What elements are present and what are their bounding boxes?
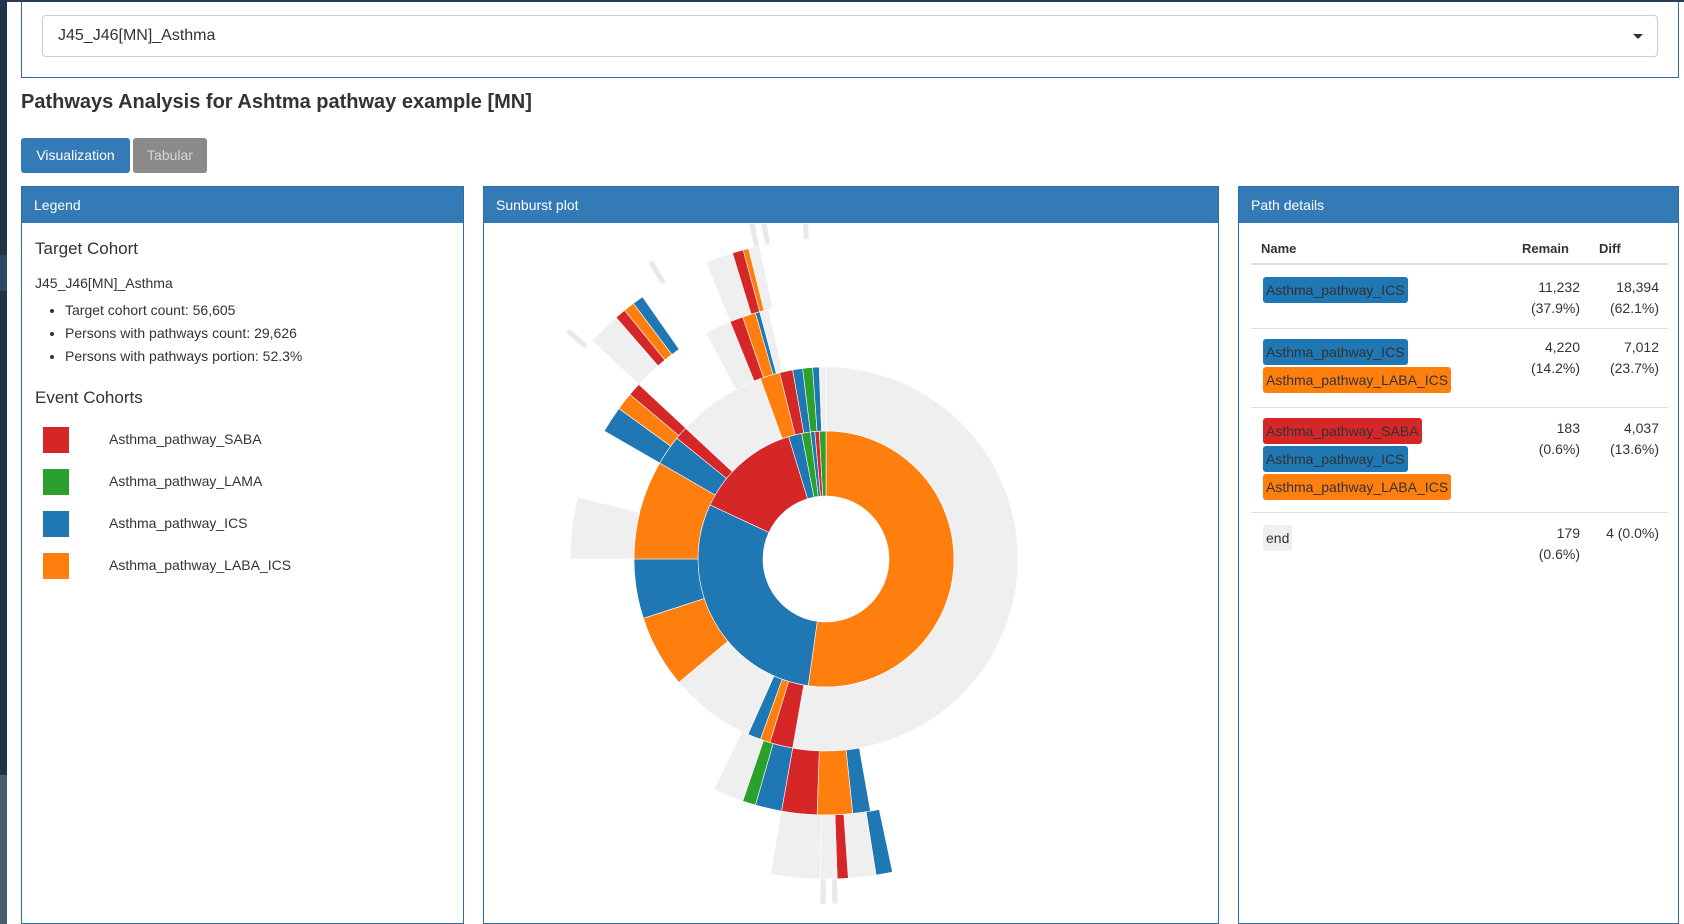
remain-count: 11,232: [1538, 279, 1580, 295]
left-sidebar-edge: [0, 0, 7, 924]
sunburst-segment-end[interactable]: [748, 245, 774, 311]
table-row[interactable]: Asthma_pathway_ICS Asthma_pathway_LABA_I…: [1251, 329, 1668, 408]
step-pill-ics: Asthma_pathway_ICS: [1263, 446, 1408, 472]
step-pill-ics: Asthma_pathway_ICS: [1263, 277, 1408, 303]
target-cohort-name: J45_J46[MN]_Asthma: [35, 275, 173, 291]
column-diff: Diff: [1599, 241, 1621, 256]
sunburst-segment-saba[interactable]: [629, 383, 687, 437]
diff-value: 7,012 (23.7%): [1589, 337, 1659, 379]
chevron-down-icon: [1633, 34, 1643, 39]
tab-tabular[interactable]: Tabular: [133, 138, 207, 173]
table-header: Name Remain Diff: [1251, 235, 1668, 265]
sidebar-edge-marker: [0, 255, 7, 291]
step-pill-ics: Asthma_pathway_ICS: [1263, 339, 1408, 365]
legend-panel: Legend Target Cohort J45_J46[MN]_Asthma …: [21, 186, 464, 924]
stat-target-count: Target cohort count: 56,605: [65, 299, 302, 322]
diff-count: 4,037: [1623, 420, 1659, 436]
sunburst-segment-end[interactable]: [818, 366, 827, 432]
sunburst-panel: Sunburst plot: [483, 186, 1219, 924]
sunburst-segment-end[interactable]: [770, 810, 822, 880]
remain-pct: (0.6%): [1538, 441, 1580, 457]
remain-value: 4,220 (14.2%): [1500, 337, 1580, 379]
diff-count: 4 (0.0%): [1606, 525, 1659, 541]
cohort-dropdown-value: J45_J46[MN]_Asthma: [58, 27, 216, 44]
diff-count: 18,394: [1616, 279, 1659, 295]
color-swatch: [43, 427, 69, 453]
sunburst-segment-end[interactable]: [831, 878, 839, 905]
step-pill-laba-ics: Asthma_pathway_LABA_ICS: [1263, 474, 1452, 500]
cohort-dropdown[interactable]: J45_J46[MN]_Asthma: [42, 15, 1658, 57]
column-name: Name: [1261, 241, 1297, 256]
legend-item-label: Asthma_pathway_SABA: [109, 431, 262, 447]
sunburst-segment-end[interactable]: [760, 224, 771, 246]
stat-persons-count: Persons with pathways count: 29,626: [65, 322, 302, 345]
remain-value: 11,232 (37.9%): [1500, 277, 1580, 319]
tab-visualization[interactable]: Visualization: [21, 138, 130, 173]
sunburst-segment-end[interactable]: [647, 259, 667, 286]
stat-persons-portion: Persons with pathways portion: 52.3%: [65, 345, 302, 368]
color-swatch: [43, 469, 69, 495]
diff-value: 4,037 (13.6%): [1589, 418, 1659, 460]
remain-pct: (37.9%): [1530, 300, 1580, 316]
remain-count: 183: [1556, 420, 1580, 436]
sunburst-segment-end[interactable]: [713, 731, 764, 802]
remain-pct: (0.6%): [1538, 546, 1580, 562]
path-details-header: Path details: [1239, 187, 1678, 223]
sunburst-panel-header: Sunburst plot: [484, 187, 1218, 223]
sunburst-segment-end[interactable]: [748, 224, 760, 248]
sidebar-edge-marker: [0, 775, 7, 924]
remain-value: 179 (0.6%): [1500, 523, 1580, 565]
legend-item-label: Asthma_pathway_LABA_ICS: [109, 557, 292, 573]
target-cohort-heading: Target Cohort: [35, 239, 138, 258]
cohort-select-panel: J45_J46[MN]_Asthma: [21, 2, 1679, 78]
path-details-panel: Path details Name Remain Diff Asthma_pat…: [1238, 186, 1679, 924]
table-row[interactable]: end 179 (0.6%) 4 (0.0%): [1251, 513, 1668, 577]
remain-count: 179: [1556, 525, 1580, 541]
sunburst-segment-ics[interactable]: [632, 296, 680, 355]
path-details-table: Name Remain Diff Asthma_pathway_ICS 11,2…: [1251, 235, 1668, 577]
color-swatch: [43, 511, 69, 537]
diff-count: 7,012: [1623, 339, 1659, 355]
table-row[interactable]: Asthma_pathway_ICS 11,232 (37.9%) 18,394…: [1251, 265, 1668, 329]
diff-pct: (13.6%): [1609, 441, 1659, 457]
sunburst-segment-end[interactable]: [820, 814, 838, 880]
step-pill-saba: Asthma_pathway_SABA: [1263, 418, 1422, 444]
step-pill-end: end: [1263, 525, 1293, 551]
table-row[interactable]: Asthma_pathway_SABA Asthma_pathway_ICS A…: [1251, 408, 1668, 513]
sunburst-segment-end[interactable]: [565, 327, 589, 350]
remain-pct: (14.2%): [1530, 360, 1580, 376]
sunburst-chart[interactable]: [484, 224, 1218, 924]
color-swatch: [43, 553, 69, 579]
diff-pct: (23.7%): [1609, 360, 1659, 376]
diff-value: 4 (0.0%): [1589, 523, 1659, 544]
remain-value: 183 (0.6%): [1500, 418, 1580, 460]
step-pill-laba-ics: Asthma_pathway_LABA_ICS: [1263, 367, 1452, 393]
page-title: Pathways Analysis for Ashtma pathway exa…: [21, 91, 532, 113]
diff-value: 18,394 (62.1%): [1589, 277, 1659, 319]
target-cohort-stats: Target cohort count: 56,605 Persons with…: [35, 299, 302, 368]
legend-panel-header: Legend: [22, 187, 463, 223]
event-cohorts-heading: Event Cohorts: [35, 388, 143, 407]
legend-item-label: Asthma_pathway_ICS: [109, 515, 248, 531]
column-remain: Remain: [1522, 241, 1569, 256]
legend-item-label: Asthma_pathway_LAMA: [109, 473, 263, 489]
sunburst-segment-end[interactable]: [569, 496, 641, 560]
sunburst-segment-end[interactable]: [819, 878, 827, 905]
diff-pct: (62.1%): [1609, 300, 1659, 316]
top-edge: [7, 0, 1684, 2]
sunburst-segment-end[interactable]: [802, 224, 810, 241]
remain-count: 4,220: [1544, 339, 1580, 355]
